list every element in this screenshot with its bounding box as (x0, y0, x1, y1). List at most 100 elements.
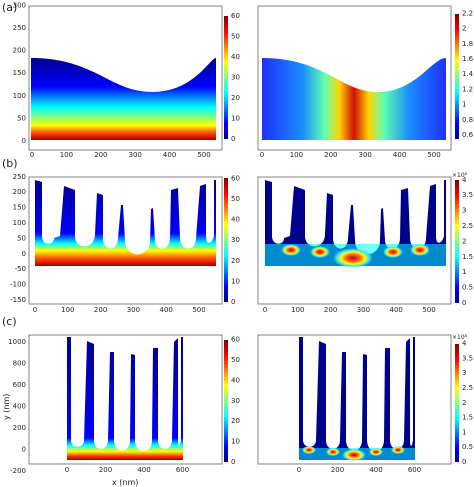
panel-b-right-colorbar: ×10⁸ 0 0.5 1 1.5 2 2.5 3 3.5 4 (452, 172, 473, 307)
tick-label: 400 (390, 306, 403, 314)
tick-label: 200 (99, 466, 112, 474)
tick-label: 0 (462, 299, 466, 307)
tick-label: 0 (263, 306, 267, 314)
panel-a-right-colorbar: 0.6 0.8 1 1.2 1.4 1.6 1.8 2 2.2 (455, 9, 474, 139)
tick-label: 2 (462, 237, 466, 245)
tick-label: 100 (290, 151, 303, 159)
tick-label: 100 (13, 219, 26, 227)
tick-label: 1.6 (462, 55, 474, 63)
axes-frame (257, 5, 452, 151)
x-tick-labels: 0 100 200 300 400 500 (263, 306, 436, 314)
tick-label: 500 (192, 306, 205, 314)
tick-label: 400 (160, 306, 173, 314)
colorbar-exponent: ×10⁸ (452, 172, 468, 179)
tick-label: 200 (94, 151, 107, 159)
hotspot (342, 449, 366, 461)
panel-a-left-plot: 0 50 100 150 200 250 300 0 100 200 300 400 500 (13, 1, 223, 159)
tick-label: 600 (176, 466, 189, 474)
panel-a-right-plot: 0 100 200 300 400 500 (257, 5, 452, 159)
panel-b-right-plot: 0 100 200 300 400 500 (257, 176, 452, 314)
tick-label: 300 (129, 151, 142, 159)
tick-label: 200 (13, 188, 26, 196)
tick-label: 60 (231, 12, 240, 20)
tick-label: 300 (359, 151, 372, 159)
tick-label: 250 (13, 24, 26, 32)
tick-label: 10 (231, 115, 240, 123)
tick-label: 0 (260, 151, 264, 159)
axes-frame (28, 334, 223, 465)
x-tick-labels: 0 100 200 300 400 500 (30, 151, 211, 159)
colorbar (455, 180, 459, 303)
tick-label: 0.6 (462, 131, 474, 139)
panel-c-right-plot: 0 200 400 600 (257, 334, 452, 474)
colorbar-tick-labels: 0 0.5 1 1.5 2 2.5 3 3.5 4 (462, 340, 473, 466)
colorbar-tick-labels: 0.6 0.8 1 1.2 1.4 1.6 1.8 2 2.2 (462, 9, 474, 139)
tick-label: 150 (13, 69, 26, 77)
hotspot (410, 244, 430, 256)
tick-label: 1.2 (462, 85, 473, 93)
tick-label: 0 (462, 458, 466, 466)
tick-label: -150 (10, 296, 26, 304)
tick-label: 60 (231, 174, 240, 182)
hotspot (391, 446, 405, 454)
hotspot (310, 246, 330, 258)
tick-label: -100 (10, 281, 26, 289)
axes-frame (28, 176, 223, 305)
tick-label: 40 (231, 376, 240, 384)
tick-label: 0 (231, 135, 235, 143)
tick-label: 3.5 (462, 354, 473, 362)
tick-label: 0 (297, 466, 301, 474)
tick-label: 50 (231, 195, 240, 203)
tick-label: 400 (163, 151, 176, 159)
tick-label: 30 (231, 236, 240, 244)
tick-label: -50 (15, 265, 26, 273)
tick-label: 10 (231, 438, 240, 446)
tick-label: 2.5 (462, 384, 473, 392)
tick-label: 2 (462, 399, 466, 407)
tick-label: 10 (231, 277, 240, 285)
y-tick-labels: 0 50 100 150 200 250 300 (13, 1, 26, 145)
tick-label: 50 (17, 114, 26, 122)
tick-label: 0.5 (462, 443, 473, 451)
tick-label: 20 (231, 417, 240, 425)
tick-label: 200 (324, 151, 337, 159)
tick-label: 250 (13, 173, 26, 181)
tick-label: 200 (324, 306, 337, 314)
panel-b-left-colorbar: 0 10 20 30 40 50 60 (224, 174, 240, 306)
tick-label: 50 (231, 33, 240, 41)
tick-label: 100 (60, 151, 73, 159)
tick-label: 2.2 (462, 9, 473, 17)
axes-frame (257, 334, 452, 465)
tick-label: 0 (30, 151, 34, 159)
tick-label: 300 (13, 1, 26, 9)
tick-label: 4 (462, 340, 467, 348)
tick-label: 400 (393, 151, 406, 159)
tick-label: 0 (22, 446, 26, 454)
tick-label: 1.5 (462, 253, 473, 261)
field-intensity-wavy (262, 58, 446, 140)
hotspot (369, 448, 383, 456)
depth-field-wavy (31, 58, 216, 140)
tick-label: 800 (13, 360, 26, 368)
tick-label: 300 (357, 306, 370, 314)
colorbar-tick-labels: 0 10 20 30 40 50 60 (231, 336, 240, 466)
panel-label-c: (c) (2, 315, 17, 328)
colorbar (224, 16, 228, 139)
colorbar (224, 178, 228, 302)
tick-label: 2.5 (462, 222, 473, 230)
colorbar-exponent: ×10⁸ (452, 334, 468, 341)
panel-b-left-plot: -150 -100 -50 0 50 100 150 200 250 0 100 200 300 400… (10, 173, 223, 314)
tick-label: 0 (231, 458, 235, 466)
panel-c-left-colorbar: 0 10 20 30 40 50 60 (224, 336, 240, 466)
tick-label: 1.8 (462, 40, 473, 48)
tick-label: 1 (462, 428, 466, 436)
tick-label: 150 (13, 204, 26, 212)
y-tick-labels: -200 0 200 400 600 800 1000 (8, 338, 26, 475)
depth-field-comb (35, 180, 216, 266)
panel-a-left-colorbar: 0 10 20 30 40 50 60 (224, 12, 240, 143)
tick-label: 200 (13, 47, 26, 55)
hotspot (383, 246, 403, 258)
tick-label: 50 (231, 356, 240, 364)
